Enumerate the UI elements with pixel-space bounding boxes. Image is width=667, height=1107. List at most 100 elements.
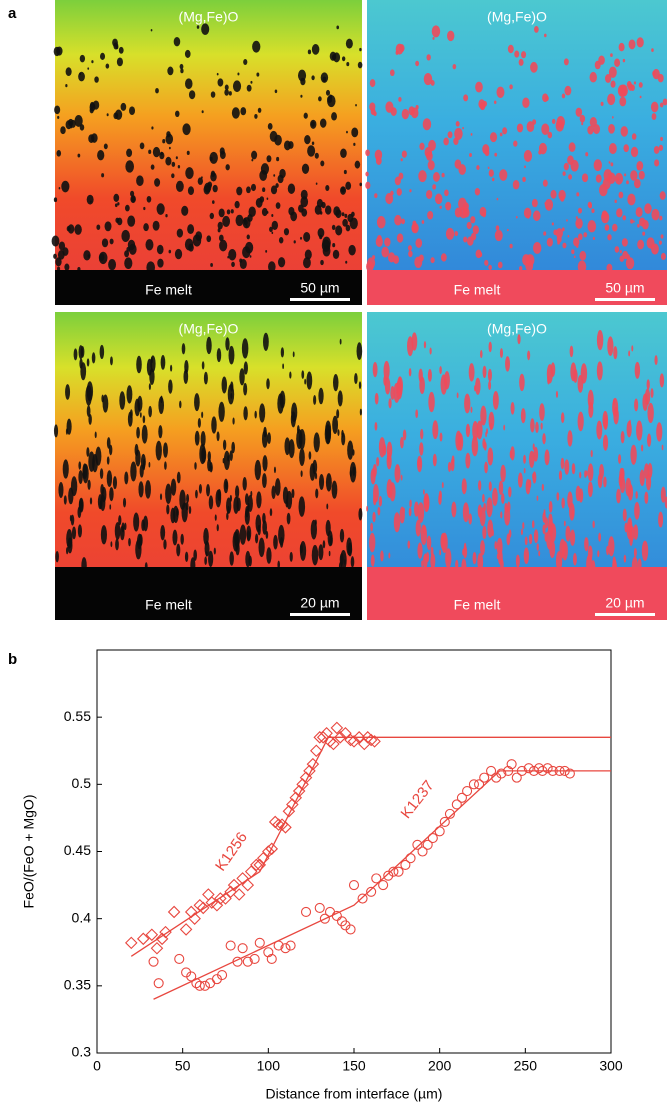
- grain: [110, 541, 113, 548]
- grain: [491, 529, 494, 537]
- grain: [306, 371, 313, 390]
- grain: [432, 184, 437, 190]
- grain: [394, 214, 402, 226]
- grain: [206, 484, 210, 497]
- grain: [155, 88, 159, 94]
- grain: [242, 246, 251, 259]
- circle-point: [324, 906, 336, 918]
- circle-point: [554, 765, 565, 776]
- grain: [366, 261, 374, 273]
- grain: [349, 469, 352, 477]
- grain: [266, 378, 270, 390]
- grain: [325, 185, 330, 191]
- grain: [386, 441, 393, 459]
- grain: [660, 136, 663, 141]
- grain: [417, 542, 423, 559]
- grain: [85, 385, 92, 406]
- grain: [524, 165, 526, 169]
- circle-point: [451, 799, 462, 810]
- grain: [520, 408, 526, 424]
- grain: [311, 141, 315, 146]
- grain: [419, 442, 424, 456]
- grain: [388, 398, 392, 409]
- grain: [488, 169, 494, 177]
- grain: [267, 432, 271, 445]
- grain: [57, 115, 60, 119]
- grain: [333, 206, 341, 216]
- grain: [65, 384, 71, 400]
- grain: [79, 124, 85, 131]
- scale-bar: [595, 613, 655, 616]
- grain: [65, 84, 68, 88]
- grain: [67, 537, 73, 554]
- grain: [499, 348, 504, 358]
- grain: [418, 254, 424, 262]
- grain: [218, 234, 224, 242]
- grain: [201, 411, 204, 419]
- grain: [394, 176, 401, 186]
- grain: [131, 196, 136, 202]
- grain: [369, 532, 376, 553]
- y-axis-label: FeO/(FeO + MgO): [21, 795, 37, 909]
- melt-label: Fe melt: [454, 282, 501, 298]
- grain: [266, 197, 269, 200]
- grain: [125, 160, 134, 173]
- grain: [597, 550, 600, 558]
- grain: [637, 239, 645, 250]
- grain: [247, 495, 253, 512]
- grain: [482, 494, 485, 503]
- grain: [207, 451, 211, 462]
- grain: [524, 536, 528, 546]
- grain: [78, 497, 84, 513]
- circle-point: [537, 765, 548, 776]
- grain: [441, 172, 445, 178]
- grain: [659, 191, 666, 200]
- grain: [299, 236, 303, 240]
- diamond-point: [250, 858, 263, 872]
- grain: [133, 512, 140, 532]
- grain: [488, 380, 492, 391]
- grain: [63, 495, 67, 505]
- grain: [502, 127, 508, 135]
- grain: [283, 228, 290, 236]
- grain: [407, 245, 412, 251]
- grain: [644, 203, 652, 214]
- grain: [344, 213, 348, 218]
- grain: [593, 159, 602, 172]
- grain: [522, 176, 526, 182]
- grain: [479, 350, 483, 359]
- grain: [530, 418, 535, 433]
- grain: [226, 497, 232, 514]
- grain: [468, 513, 473, 525]
- grain: [427, 210, 434, 220]
- grain: [419, 142, 425, 151]
- grain: [506, 228, 509, 232]
- grain: [444, 371, 450, 390]
- grain: [124, 257, 133, 270]
- grain: [409, 189, 412, 193]
- grain: [308, 451, 312, 460]
- grain: [58, 482, 64, 498]
- grain: [571, 249, 575, 255]
- grain: [332, 415, 339, 435]
- diamond-point: [241, 878, 255, 892]
- grain: [314, 472, 318, 480]
- grain: [604, 224, 610, 231]
- diamond-point: [352, 731, 366, 744]
- grain: [219, 150, 226, 160]
- grain: [393, 512, 401, 533]
- diamond-point: [210, 898, 224, 912]
- grain: [192, 234, 202, 247]
- grain: [195, 489, 198, 499]
- grain: [417, 502, 425, 523]
- grain: [139, 412, 142, 418]
- grain: [544, 449, 550, 466]
- grain: [207, 181, 213, 189]
- grain: [185, 501, 189, 511]
- grain: [530, 61, 538, 73]
- grain: [494, 152, 498, 157]
- grain: [634, 398, 639, 412]
- grain: [510, 446, 515, 461]
- circle-point: [186, 971, 197, 982]
- grain: [568, 142, 576, 153]
